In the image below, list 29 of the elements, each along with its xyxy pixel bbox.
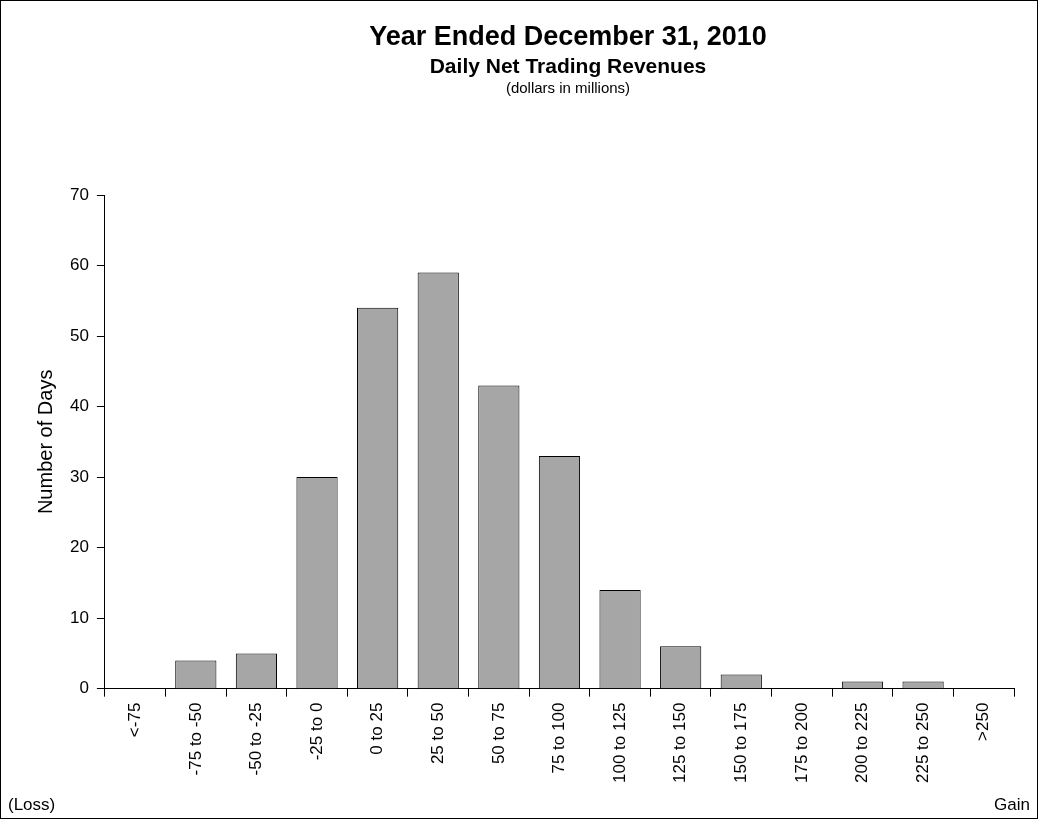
y-tick-label: 70	[69, 184, 89, 204]
x-tick-label: 25 to 50	[427, 702, 447, 765]
x-tick-label: 225 to 250	[912, 702, 932, 784]
text: (dollars in millions)	[505, 79, 631, 96]
y-tick-label: 10	[69, 607, 89, 627]
x-tick-label: 200 to 225	[852, 702, 872, 784]
y-tick-label: 40	[69, 396, 89, 416]
x-tick-label: 50 to 75	[488, 702, 508, 765]
y-tick-label: 30	[69, 466, 89, 486]
chart-title: Year Ended December 31, 2010	[369, 21, 767, 51]
x-tick-label: >250	[973, 702, 993, 741]
x-tick-label: 0 to 25	[367, 702, 387, 755]
x-tick-label: <-75	[124, 702, 144, 738]
y-tick-label: 0	[79, 678, 89, 698]
y-tick-label: 50	[69, 325, 89, 345]
x-tick-label: -75 to -50	[185, 702, 205, 776]
x-tick-label: -25 to 0	[306, 702, 326, 761]
y-axis-title: Number of Days	[33, 369, 56, 515]
x-tick-label: 75 to 100	[549, 702, 569, 774]
y-tick-label: 60	[69, 255, 89, 275]
chart-subtitle: Daily Net Trading Revenues	[429, 54, 707, 77]
x-tick-label: 100 to 125	[609, 702, 629, 784]
x-tick-label: -50 to -25	[246, 702, 266, 776]
text: (Loss)	[8, 795, 56, 814]
text: Gain	[994, 795, 1030, 814]
x-tick-label: 175 to 200	[791, 702, 811, 784]
x-tick-label: 150 to 175	[730, 702, 750, 784]
x-tick-label: 125 to 150	[670, 702, 690, 784]
y-tick-label: 20	[69, 537, 89, 557]
